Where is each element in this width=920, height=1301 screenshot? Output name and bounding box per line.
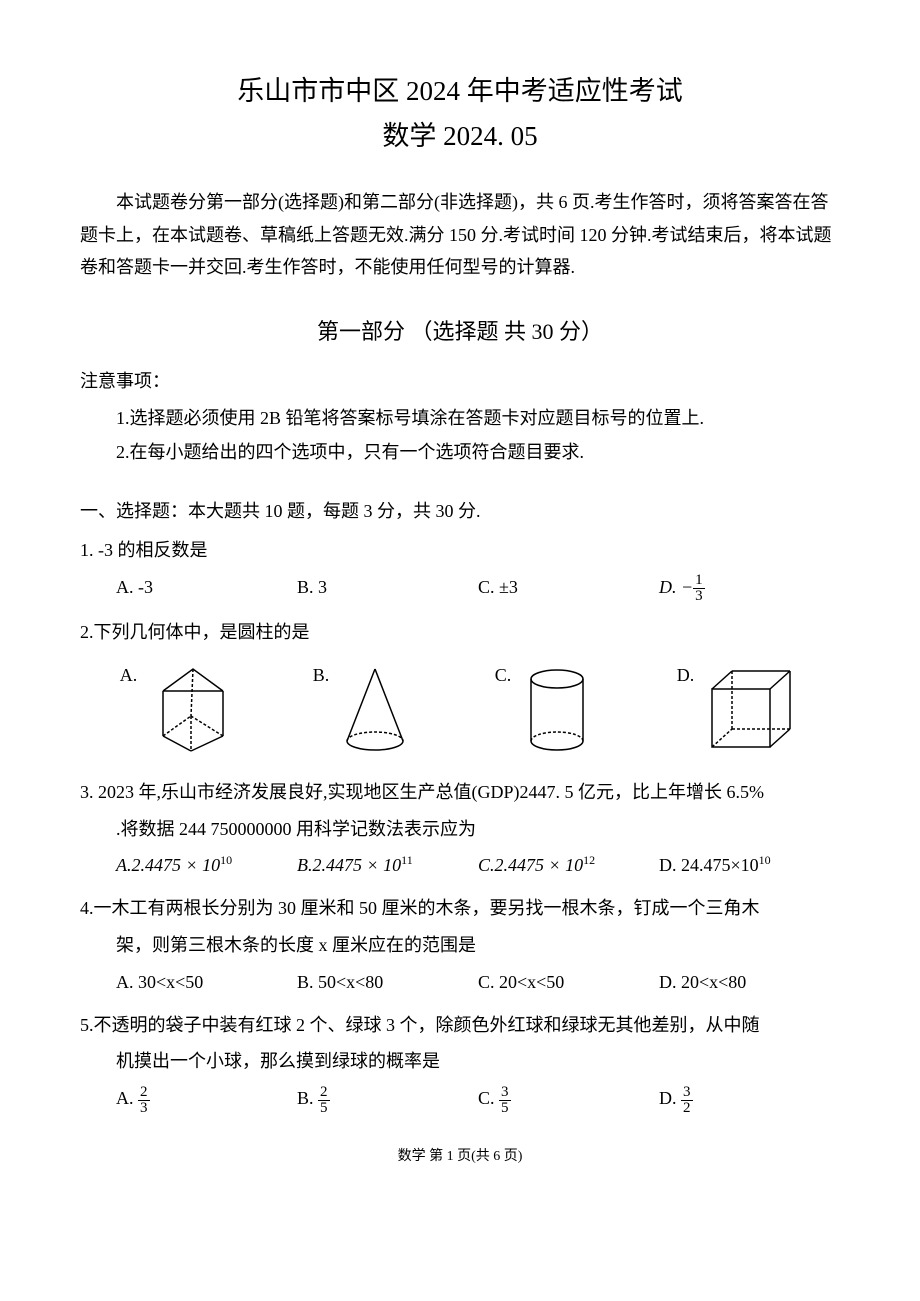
q5-options: A. 23 B. 25 C. 35 D. 32: [80, 1084, 840, 1115]
q2-shape-b: B.: [313, 661, 416, 756]
q3-options: A.2.4475 × 1010 B.2.4475 × 1011 C.2.4475…: [80, 851, 840, 880]
q5-line1: 5.不透明的袋子中装有红球 2 个、绿球 3 个，除颜色外红球和绿球无其他差别，…: [80, 1011, 840, 1040]
q3-line2: .将数据 244 750000000 用科学记数法表示应为: [80, 815, 840, 844]
q4-line2: 架，则第三根木条的长度 x 厘米应在的范围是: [80, 931, 840, 960]
question-4: 4.一木工有两根长分别为 30 厘米和 50 厘米的木条，要另找一根木条，钉成一…: [80, 894, 840, 996]
q1-options: A. -3 B. 3 C. ±3 D. −13: [80, 573, 840, 604]
question-2: 2.下列几何体中，是圆柱的是 A. B.: [80, 618, 840, 764]
title-sub: 数学 2024. 05: [80, 115, 840, 158]
q3-opt-d: D. 24.475×1010: [659, 851, 840, 880]
q5-opt-c: C. 35: [478, 1084, 659, 1115]
q2-shape-c: C.: [495, 661, 598, 756]
q4-line1: 4.一木工有两根长分别为 30 厘米和 50 厘米的木条，要另找一根木条，钉成一…: [80, 894, 840, 923]
q3-opt-c: C.2.4475 × 1012: [478, 851, 659, 880]
notice-label: 注意事项：: [80, 367, 840, 396]
q4-opt-b: B. 50<x<80: [297, 968, 478, 997]
q4-opt-d: D. 20<x<80: [659, 968, 840, 997]
q2-label-c: C.: [495, 661, 512, 690]
intro-paragraph: 本试题卷分第一部分(选择题)和第二部分(非选择题)，共 6 页.考生作答时，须将…: [80, 186, 840, 283]
q1-opt-d: D. −13: [659, 573, 840, 604]
q1-d-frac: 13: [693, 573, 705, 604]
question-3: 3. 2023 年,乐山市经济发展良好,实现地区生产总值(GDP)2447. 5…: [80, 778, 840, 880]
q3-opt-b: B.2.4475 × 1011: [297, 851, 478, 880]
question-5: 5.不透明的袋子中装有红球 2 个、绿球 3 个，除颜色外红球和绿球无其他差别，…: [80, 1011, 840, 1116]
q2-text: 2.下列几何体中，是圆柱的是: [80, 618, 840, 647]
q1-text: 1. -3 的相反数是: [80, 536, 840, 565]
q2-label-d: D.: [677, 661, 695, 690]
q1-d-prefix: D. −: [659, 577, 693, 597]
q2-shapes: A. B.: [80, 655, 840, 764]
q5-line2: 机摸出一个小球，那么摸到绿球的概率是: [80, 1047, 840, 1076]
q2-shape-d: D.: [677, 661, 801, 756]
notice-item-2: 2.在每小题给出的四个选项中，只有一个选项符合题目要求.: [80, 438, 840, 467]
question-1: 1. -3 的相反数是 A. -3 B. 3 C. ±3 D. −13: [80, 536, 840, 604]
q4-opt-c: C. 20<x<50: [478, 968, 659, 997]
q3-line1: 3. 2023 年,乐山市经济发展良好,实现地区生产总值(GDP)2447. 5…: [80, 778, 840, 807]
section1-title: 第一部分 （选择题 共 30 分）: [80, 314, 840, 349]
notice-item-1: 1.选择题必须使用 2B 铅笔将答案标号填涂在答题卡对应题目标号的位置上.: [80, 404, 840, 433]
q3-opt-a: A.2.4475 × 1010: [116, 851, 297, 880]
q1-opt-b: B. 3: [297, 573, 478, 604]
title-main: 乐山市市中区 2024 年中考适应性考试: [80, 70, 840, 113]
page-footer: 数学 第 1 页(共 6 页): [80, 1146, 840, 1168]
q2-label-b: B.: [313, 661, 330, 690]
notice-block: 注意事项： 1.选择题必须使用 2B 铅笔将答案标号填涂在答题卡对应题目标号的位…: [80, 367, 840, 467]
q2-label-a: A.: [120, 661, 138, 690]
q5-opt-a: A. 23: [116, 1084, 297, 1115]
q2-shape-a: A.: [120, 661, 234, 756]
q5-opt-d: D. 32: [659, 1084, 840, 1115]
cube-icon: [700, 661, 800, 756]
q4-options: A. 30<x<50 B. 50<x<80 C. 20<x<50 D. 20<x…: [80, 968, 840, 997]
q4-opt-a: A. 30<x<50: [116, 968, 297, 997]
cylinder-icon: [517, 661, 597, 756]
q1-opt-c: C. ±3: [478, 573, 659, 604]
q5-opt-b: B. 25: [297, 1084, 478, 1115]
triangular-prism-icon: [143, 661, 233, 756]
cone-icon: [335, 661, 415, 756]
section-heading: 一、选择题：本大题共 10 题，每题 3 分，共 30 分.: [80, 497, 840, 526]
q1-opt-a: A. -3: [116, 573, 297, 604]
